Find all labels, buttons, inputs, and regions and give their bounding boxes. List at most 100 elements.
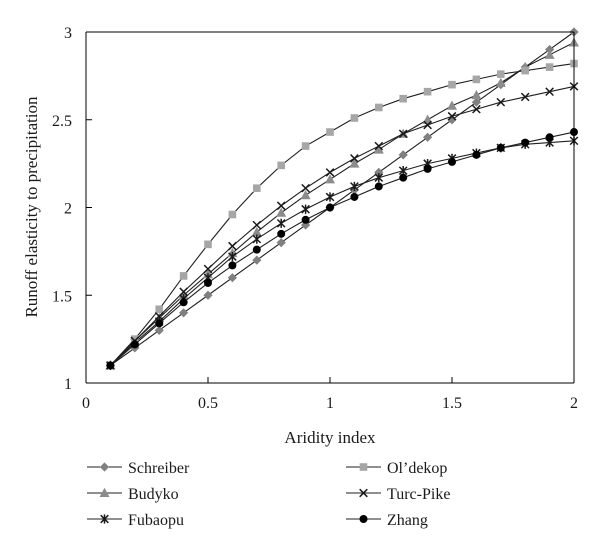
series-line-budyko: [110, 42, 575, 366]
data-point-zhang: [179, 298, 188, 307]
data-point-schreiber: [227, 273, 237, 283]
data-point-ol-dekop: [301, 142, 310, 150]
data-point-turc-pike: [472, 104, 481, 114]
data-point-turc-pike: [252, 220, 262, 230]
data-point-schreiber: [252, 255, 262, 265]
legend-item-schreiber: Schreiber: [87, 460, 190, 477]
data-point-fubaopu: [374, 173, 384, 183]
legend: Schreiber Budyko Fubaopu Ol’dekop Turc-Pike Z…: [87, 460, 450, 529]
data-point-zhang: [228, 261, 237, 270]
legend-marker: [359, 515, 368, 523]
data-point-ol-dekop: [350, 114, 359, 122]
legend-label: Zhang: [387, 512, 428, 529]
data-point-turc-pike: [374, 141, 384, 151]
data-point-budyko: [422, 114, 433, 124]
data-point-schreiber: [301, 220, 311, 230]
data-point-fubaopu: [252, 234, 262, 244]
x-tick-label: 0.5: [198, 395, 218, 412]
data-point-budyko: [373, 144, 384, 154]
legend-item-budyko: Budyko: [87, 486, 179, 503]
legend-marker: [99, 462, 110, 472]
legend-label: Budyko: [128, 486, 179, 503]
series-ol-dekop: [106, 59, 578, 370]
data-point-zhang: [106, 361, 115, 370]
data-point-budyko: [325, 174, 335, 184]
legend-label: Turc-Pike: [387, 486, 450, 503]
plot-area: [105, 27, 579, 371]
legend-item-ol-dekop: Ol’dekop: [346, 460, 447, 477]
data-point-turc-pike: [350, 154, 359, 163]
data-point-zhang: [130, 340, 139, 349]
data-point-turc-pike: [301, 183, 310, 193]
series-line-schreiber: [110, 31, 575, 366]
data-point-zhang: [448, 157, 456, 166]
y-tick-label: 1: [64, 376, 72, 393]
series-line-zhang: [110, 131, 575, 366]
data-point-zhang: [399, 173, 408, 182]
data-point-zhang: [423, 164, 432, 173]
data-point-budyko: [495, 77, 506, 87]
data-point-turc-pike: [276, 201, 286, 211]
data-point-zhang: [350, 192, 359, 201]
axes: 0 0.5 1 1.5 2 1 1.5 2 2.5 3: [52, 25, 578, 412]
data-point-zhang: [326, 203, 334, 212]
data-point-ol-dekop: [155, 305, 163, 314]
data-point-schreiber: [398, 150, 408, 160]
data-point-ol-dekop: [277, 161, 285, 170]
data-point-budyko: [276, 207, 287, 217]
data-point-ol-dekop: [253, 184, 261, 192]
x-tick-label: 0: [82, 395, 90, 412]
series-line-turc-pike: [110, 85, 575, 366]
data-point-schreiber: [203, 290, 213, 300]
data-point-turc-pike: [545, 87, 554, 97]
data-point-turc-pike: [496, 97, 506, 107]
legend-label: Ol’dekop: [387, 460, 447, 477]
y-tick-label: 2: [64, 201, 72, 218]
data-point-budyko: [349, 158, 360, 168]
data-point-ol-dekop: [131, 335, 139, 343]
data-point-zhang: [252, 245, 261, 254]
data-point-ol-dekop: [521, 66, 529, 75]
data-point-ol-dekop: [179, 272, 188, 280]
data-point-zhang: [545, 133, 554, 142]
y-tick-label: 2.5: [52, 113, 72, 130]
data-point-schreiber: [423, 132, 433, 142]
data-point-ol-dekop: [228, 210, 237, 219]
data-point-budyko: [251, 226, 262, 237]
legend-label: Fubaopu: [128, 512, 184, 529]
series-zhang: [106, 128, 578, 370]
data-point-zhang: [472, 150, 481, 159]
legend-label: Schreiber: [128, 460, 190, 477]
y-tick-label: 3: [64, 25, 72, 42]
data-point-turc-pike: [154, 311, 164, 321]
data-point-ol-dekop: [545, 63, 554, 71]
data-point-schreiber: [276, 238, 286, 248]
data-point-turc-pike: [398, 129, 408, 139]
data-point-zhang: [155, 319, 164, 328]
data-point-zhang: [277, 229, 286, 238]
series-line-fubaopu: [110, 140, 575, 366]
data-point-budyko: [300, 190, 311, 200]
data-point-zhang: [301, 215, 310, 224]
data-point-ol-dekop: [204, 240, 212, 249]
data-point-schreiber: [179, 308, 189, 318]
y-tick-label: 1.5: [52, 288, 72, 305]
x-axis-label: Aridity index: [284, 428, 376, 447]
x-tick-label: 1: [326, 395, 334, 412]
data-point-budyko: [447, 100, 457, 110]
data-point-fubaopu: [301, 204, 310, 214]
data-point-zhang: [204, 278, 212, 287]
data-point-turc-pike: [179, 287, 188, 297]
data-point-budyko: [471, 89, 482, 100]
x-tick-label: 1.5: [442, 395, 462, 412]
data-point-schreiber: [545, 44, 555, 55]
series-line-ol-dekop: [109, 63, 575, 366]
data-point-turc-pike: [423, 120, 432, 130]
y-axis-label: Runoff elasticity to precipitation: [22, 96, 41, 318]
data-point-ol-dekop: [497, 70, 505, 78]
data-point-zhang: [496, 143, 505, 152]
series-budyko: [105, 37, 579, 370]
data-point-zhang: [374, 182, 383, 191]
data-point-zhang: [521, 138, 530, 147]
data-point-fubaopu: [228, 252, 237, 262]
